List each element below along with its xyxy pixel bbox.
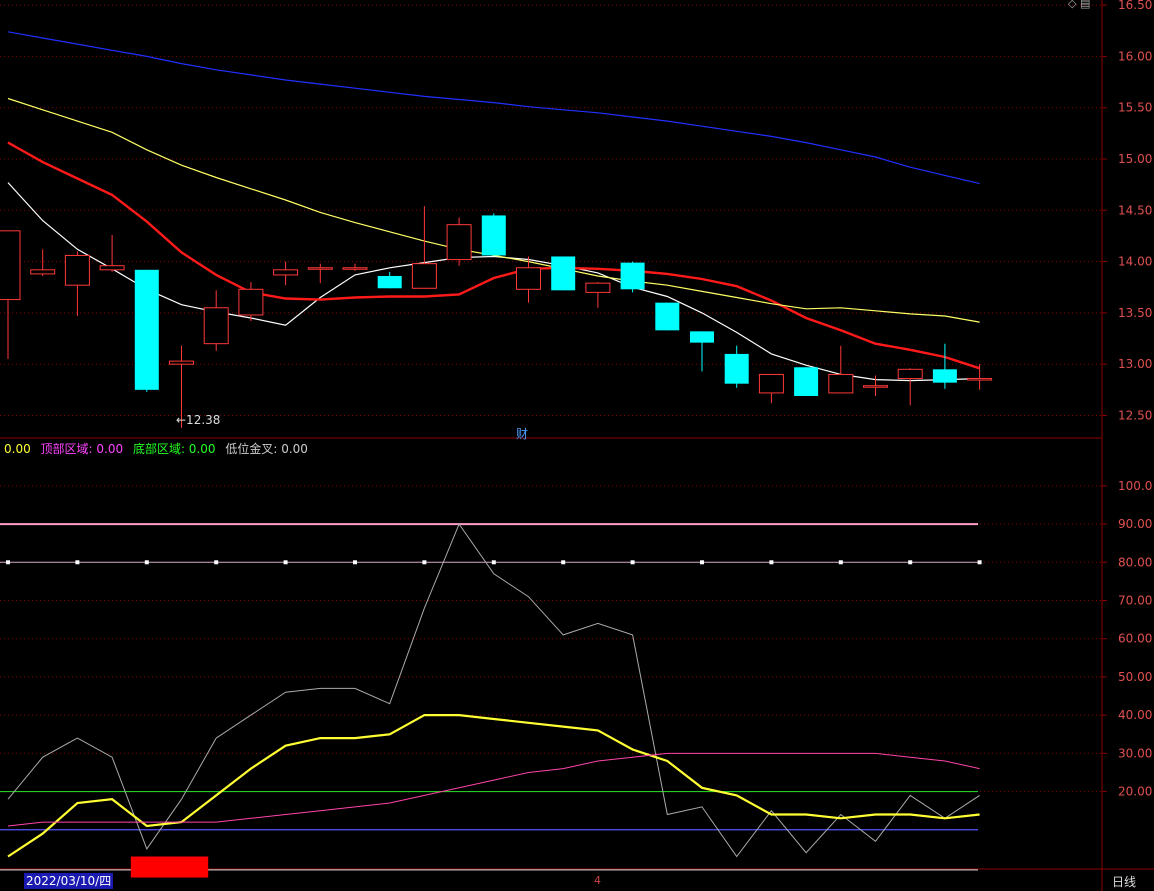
- candle-body-up: [828, 373, 854, 394]
- ma-line-ma60: [7, 31, 980, 185]
- candle-body-up: [863, 385, 888, 388]
- price-tick-label: 13.00: [1118, 357, 1152, 371]
- finance-marker[interactable]: 财: [516, 427, 529, 441]
- price-tick-label: 13.50: [1118, 306, 1152, 320]
- indicator-tick-label: 80.00: [1118, 555, 1152, 569]
- price-tick-label: 15.00: [1118, 152, 1152, 166]
- candle-body-up: [64, 254, 90, 286]
- candle-body-down: [724, 353, 749, 384]
- price-tick-label: 14.00: [1118, 255, 1152, 269]
- candle-body-up: [30, 269, 56, 275]
- candle-body-down: [620, 262, 645, 290]
- price-tick-label: 15.50: [1118, 101, 1152, 115]
- candle-body-up: [238, 288, 264, 316]
- indicator-series-line: [7, 752, 980, 827]
- candle-body-up: [967, 378, 993, 381]
- indicator-legend: 0.00 顶部区域: 0.00 底部区域: 0.00 低位金叉: 0.00: [4, 440, 314, 457]
- corner-tool-icons[interactable]: ◇ ▤: [1068, 0, 1091, 10]
- level-dot: [769, 560, 774, 565]
- candle-body-down: [551, 256, 576, 291]
- candle-body-up: [342, 267, 368, 270]
- price-tick-label: 16.50: [1118, 0, 1152, 12]
- level-dot: [144, 560, 149, 565]
- candle-body-down: [690, 331, 714, 343]
- level-dot: [908, 560, 913, 565]
- level-dot: [75, 560, 80, 565]
- candle-body-down: [932, 369, 957, 383]
- level-dot: [700, 560, 704, 565]
- candle-body-up: [169, 360, 194, 365]
- price-tick-label: 14.50: [1118, 203, 1152, 217]
- candle-body-up: [99, 265, 125, 271]
- candle-body-down: [481, 215, 506, 256]
- level-dot: [422, 560, 427, 565]
- indicator-tick-label: 90.00: [1118, 517, 1152, 531]
- indicator-tick-label: 100.0: [1118, 479, 1152, 493]
- candle-body-up: [446, 224, 472, 261]
- price-tick-label: 12.50: [1118, 408, 1152, 422]
- level-dot: [283, 560, 288, 565]
- candle-body-down: [794, 367, 819, 396]
- signal-bar: [130, 856, 209, 878]
- level-dot: [561, 560, 566, 565]
- candle-body-up: [273, 269, 299, 276]
- level-dot: [353, 560, 357, 565]
- indicator-series-line: [7, 713, 980, 858]
- legend-low-golden-cross: 低位金叉: 0.00: [225, 442, 308, 456]
- candle-body-up: [411, 263, 437, 289]
- candle-body-up: [307, 267, 333, 270]
- indicator-tick-label: 60.00: [1118, 632, 1152, 646]
- date-cursor-label: 2022/03/10/四: [24, 873, 114, 889]
- indicator-tick-label: 70.00: [1118, 594, 1152, 608]
- ma-line-ma10: [7, 141, 980, 370]
- indicator-tick-label: 30.00: [1118, 746, 1152, 760]
- candle-body-up: [516, 267, 541, 290]
- level-dot: [214, 560, 219, 565]
- candle-body-down: [377, 275, 402, 289]
- candle-body-down: [655, 302, 680, 331]
- level-dot: [977, 560, 982, 565]
- indicator-tick-label: 40.00: [1118, 708, 1152, 722]
- candle-body-up: [758, 373, 784, 394]
- legend-value-main: 0.00: [4, 442, 31, 456]
- level-dot: [6, 560, 10, 565]
- legend-top-zone: 顶部区域: 0.00: [40, 442, 124, 456]
- month-marker: 4: [594, 874, 601, 887]
- period-label[interactable]: 日线: [1112, 875, 1137, 889]
- low-price-annotation: ←12.38: [176, 413, 221, 427]
- candle-body-up: [0, 230, 21, 301]
- candle-body-up: [203, 307, 229, 345]
- candle-body-up: [585, 282, 611, 293]
- candle-body-up: [897, 368, 923, 380]
- indicator-series-line: [7, 523, 980, 858]
- level-dot: [630, 560, 635, 565]
- price-tick-label: 16.00: [1118, 49, 1152, 63]
- candle-body-down: [134, 269, 159, 390]
- level-dot: [491, 560, 496, 565]
- legend-bottom-zone: 底部区域: 0.00: [132, 442, 216, 456]
- indicator-tick-label: 20.00: [1118, 785, 1152, 799]
- level-dot: [838, 560, 843, 565]
- indicator-tick-label: 50.00: [1118, 670, 1152, 684]
